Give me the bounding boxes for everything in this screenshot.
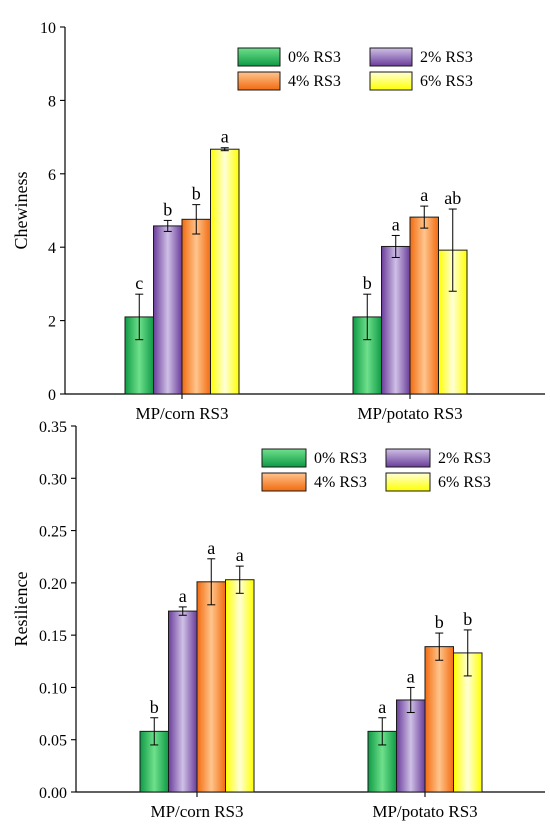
y-tick-label: 0.15 xyxy=(39,628,67,645)
legend: 0% RS3 2% RS3 4% RS3 6% RS3 xyxy=(261,448,491,492)
legend-label: 4% RS3 xyxy=(314,474,367,491)
chart-panel-1: 0 2 4 6 8 10 Chewiness MP/corn RS3 MP/potato RS3… xyxy=(11,20,545,423)
legend-swatch xyxy=(385,472,431,492)
bar xyxy=(168,610,198,793)
legend-label: 2% RS3 xyxy=(438,450,491,467)
legend: 0% RS3 2% RS3 4% RS3 6% RS3 xyxy=(237,47,473,91)
bar xyxy=(196,581,226,793)
legend-swatch xyxy=(237,71,281,91)
y-axis-label: Resilience xyxy=(11,572,31,647)
bar xyxy=(396,699,426,793)
y-tick-label: 4 xyxy=(48,240,56,257)
significance-label: a xyxy=(207,538,215,558)
legend-swatch xyxy=(261,448,307,468)
bar xyxy=(352,316,382,395)
legend-label: 0% RS3 xyxy=(288,49,341,66)
legend-label: 2% RS3 xyxy=(420,49,473,66)
y-tick-label: 10 xyxy=(40,20,56,37)
significance-label: a xyxy=(407,666,415,686)
legend-swatch xyxy=(237,47,281,67)
significance-label: a xyxy=(179,586,187,606)
bar xyxy=(225,579,255,793)
bar xyxy=(181,218,211,395)
significance-label: a xyxy=(378,697,386,717)
y-tick-label: 0.20 xyxy=(39,576,67,593)
legend-label: 0% RS3 xyxy=(314,450,367,467)
legend-swatch xyxy=(369,71,413,91)
y-axis-label: Chewiness xyxy=(11,172,31,250)
y-tick-label: 0.25 xyxy=(39,524,67,541)
significance-label: b xyxy=(435,612,444,632)
x-tick-label: MP/potato RS3 xyxy=(357,404,462,423)
bar xyxy=(409,216,439,395)
significance-label: b xyxy=(463,609,472,629)
significance-label: b xyxy=(363,273,372,293)
legend-swatch xyxy=(369,47,413,67)
legend-label: 6% RS3 xyxy=(420,73,473,90)
bar xyxy=(153,225,183,395)
chart-panel-2: 0.00 0.05 0.10 0.15 0.20 0.25 0.30 0.35 Resilien… xyxy=(11,419,545,821)
bar xyxy=(210,148,240,395)
y-tick-label: 0.00 xyxy=(39,785,67,802)
y-tick-label: 8 xyxy=(48,93,56,110)
y-tick-label: 0.10 xyxy=(39,680,67,697)
y-tick-label: 6 xyxy=(48,167,56,184)
x-tick-label: MP/corn RS3 xyxy=(150,802,243,821)
significance-label: c xyxy=(135,273,143,293)
significance-label: a xyxy=(392,214,400,234)
legend-swatch xyxy=(261,472,307,492)
significance-label: b xyxy=(192,184,201,204)
legend-label: 4% RS3 xyxy=(288,73,341,90)
significance-label: a xyxy=(221,127,229,147)
y-tick-label: 0 xyxy=(48,387,56,404)
significance-label: a xyxy=(420,185,428,205)
y-tick-label: 2 xyxy=(48,314,56,331)
bar xyxy=(381,245,411,395)
x-tick-label: MP/potato RS3 xyxy=(372,802,477,821)
x-tick-label: MP/corn RS3 xyxy=(135,404,228,423)
y-tick-label: 0.30 xyxy=(39,471,67,488)
significance-label: b xyxy=(150,697,159,717)
legend-label: 6% RS3 xyxy=(438,474,491,491)
bar xyxy=(424,646,454,793)
y-tick-label: 0.35 xyxy=(39,419,67,436)
y-tick-label: 0.05 xyxy=(39,733,67,750)
significance-label: ab xyxy=(444,188,461,208)
significance-label: a xyxy=(236,545,244,565)
significance-label: b xyxy=(163,199,172,219)
legend-swatch xyxy=(385,448,431,468)
